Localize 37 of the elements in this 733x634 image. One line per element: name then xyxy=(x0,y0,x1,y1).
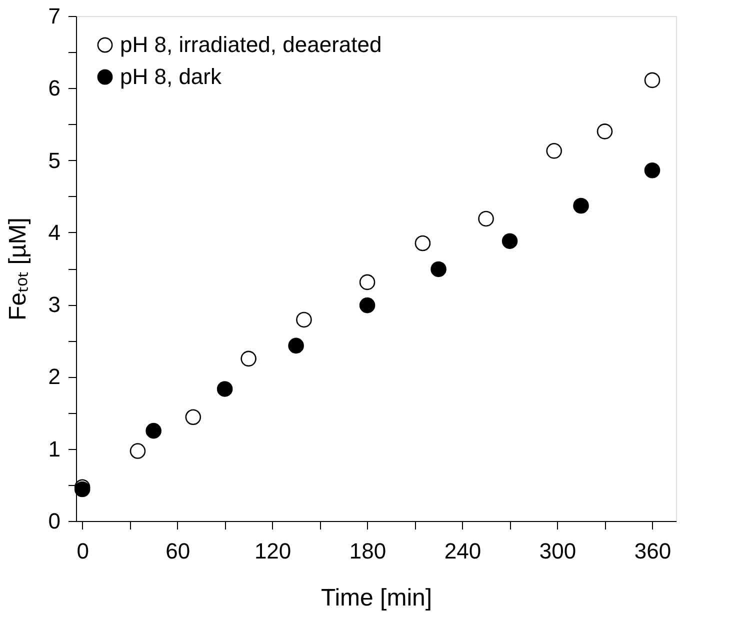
x-tick-label: 240 xyxy=(444,538,482,564)
point xyxy=(296,312,312,328)
y-tick-label: 0 xyxy=(48,508,60,534)
x-axis-title: Time [min] xyxy=(320,584,432,612)
point xyxy=(478,210,494,227)
point xyxy=(546,143,562,159)
x-tick-label: 300 xyxy=(539,538,576,564)
y-tick-label: 5 xyxy=(48,148,60,173)
y-tick-label: 2 xyxy=(48,364,60,390)
point xyxy=(185,409,202,425)
x-tick-label: 120 xyxy=(254,538,292,564)
point xyxy=(359,297,376,314)
point xyxy=(644,72,660,88)
y-tick-label: 4 xyxy=(48,220,60,245)
x-tick-label: 360 xyxy=(634,538,672,564)
point xyxy=(146,422,162,439)
x-tick-label: 180 xyxy=(349,538,386,564)
x-tick-label: 0 xyxy=(76,538,89,564)
y-tick-label: 6 xyxy=(48,76,60,101)
point xyxy=(596,124,613,140)
point xyxy=(644,162,660,178)
y-tick-label: 7 xyxy=(48,4,60,28)
point xyxy=(414,235,431,252)
y-tick-label: 1 xyxy=(48,436,60,462)
y-axis-title: Feₜₒₜ [µM] xyxy=(4,218,32,320)
point xyxy=(502,233,518,249)
legend-label: pH 8, dark xyxy=(120,64,222,89)
x-tick-label: 60 xyxy=(166,538,190,564)
point xyxy=(240,350,256,367)
point xyxy=(430,261,446,278)
point xyxy=(573,198,589,214)
y-tick-label: 3 xyxy=(48,292,60,318)
point xyxy=(216,381,233,397)
legend-label: pH 8, irradiated, deaerated xyxy=(120,32,382,57)
point xyxy=(130,443,146,459)
point xyxy=(288,338,304,354)
point xyxy=(359,274,376,290)
